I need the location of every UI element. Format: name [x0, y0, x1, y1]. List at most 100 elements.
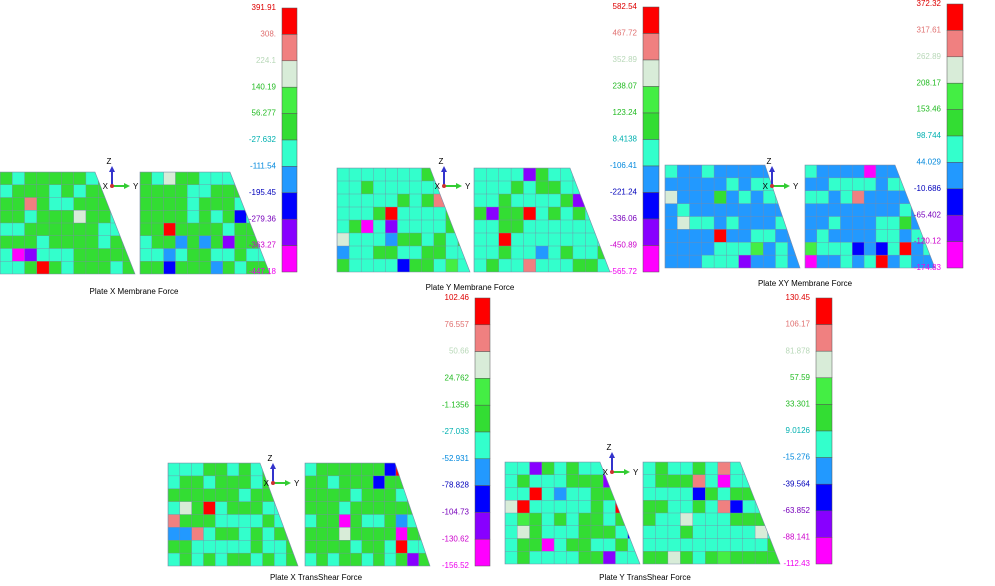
mesh-cell: [762, 216, 777, 231]
mesh-cell: [863, 229, 877, 243]
mesh-cell: [191, 514, 205, 529]
mesh-cell: [372, 540, 386, 554]
mesh-cell: [73, 184, 87, 199]
mesh-cell: [203, 475, 216, 490]
mesh-cell: [418, 475, 430, 490]
mesh-cell: [210, 197, 224, 211]
mesh-cell: [234, 184, 248, 199]
mesh-cell: [397, 219, 411, 234]
mesh-cell: [140, 235, 153, 250]
mesh-cell: [754, 525, 769, 540]
mesh-cell: [361, 488, 374, 503]
mesh-cell: [680, 474, 694, 489]
mesh-cell: [457, 168, 470, 182]
legend-label: 56.277: [252, 109, 277, 118]
mesh-cell: [234, 172, 248, 186]
mesh-cell: [327, 514, 340, 529]
mesh-cell: [517, 525, 531, 540]
mesh-cell: [210, 222, 224, 237]
mesh-cell: [486, 168, 500, 182]
mesh-cell: [705, 525, 719, 540]
mesh-cell: [863, 216, 877, 231]
mesh-cell: [517, 487, 531, 501]
fe-mesh: [665, 165, 800, 268]
mesh-cell: [348, 206, 362, 221]
mesh-cell: [578, 462, 592, 476]
mesh-cell: [474, 258, 488, 272]
mesh-cell: [409, 245, 423, 260]
legend-swatch: [474, 458, 491, 486]
legend-swatch: [281, 113, 298, 141]
mesh-cell: [750, 190, 764, 205]
mesh-cell: [535, 168, 549, 182]
mesh-cell: [852, 229, 865, 243]
mesh-cell: [179, 488, 193, 503]
mesh-cell: [327, 540, 340, 554]
mesh-cell: [187, 210, 200, 224]
mesh-cell: [713, 242, 728, 256]
triad-x: X: [103, 182, 109, 191]
mesh-cell: [560, 180, 574, 195]
mesh-cell: [474, 168, 488, 182]
mesh-cell: [48, 235, 63, 250]
mesh-cell: [418, 463, 430, 477]
mesh-cell: [677, 177, 691, 192]
mesh-cell: [316, 540, 329, 554]
mesh-cell: [418, 540, 430, 554]
legend-label: 24.762: [445, 374, 470, 383]
mesh-cell: [762, 190, 777, 205]
mesh-cell: [899, 229, 913, 243]
mesh-cell: [348, 219, 362, 234]
fe-mesh: [337, 168, 470, 272]
mesh-cell: [717, 462, 731, 476]
mesh-cell: [729, 538, 744, 552]
mesh-cell: [572, 193, 586, 208]
mesh-cell: [12, 172, 26, 186]
legend-label: -336.06: [610, 214, 638, 223]
legend-swatch: [281, 192, 298, 220]
mesh-cell: [517, 474, 531, 489]
mesh-cell: [421, 180, 435, 195]
axis-z-head: [109, 166, 115, 172]
mesh-cell: [395, 501, 408, 516]
mesh-cell: [572, 168, 586, 182]
mesh-cell: [395, 514, 408, 529]
mesh-cell: [262, 488, 276, 503]
mesh-cell: [677, 165, 691, 179]
mesh-cell: [327, 463, 340, 477]
mesh-cell: [615, 474, 629, 489]
legend-swatch: [946, 30, 964, 58]
triad-y: Y: [294, 479, 300, 488]
mesh-cell: [597, 258, 610, 272]
mesh-cell: [713, 254, 728, 268]
mesh-cell: [372, 514, 386, 529]
mesh-cell: [337, 245, 350, 260]
legend-label: -130.62: [442, 534, 470, 543]
mesh-cell: [627, 512, 640, 527]
mesh-cell: [887, 203, 901, 218]
mesh-cell: [372, 527, 386, 541]
mesh-cell: [523, 193, 537, 208]
mesh-cell: [840, 165, 853, 179]
legend-swatch: [474, 324, 491, 352]
mesh-cell: [12, 210, 26, 224]
mesh-cell: [305, 463, 318, 477]
result-panel: 130.45 106.17 81.878 57.59 33.301 9.0126 -15.2…: [504, 293, 833, 582]
mesh-cell: [667, 500, 682, 514]
mesh-cell: [717, 474, 731, 489]
mesh-cell: [198, 210, 212, 224]
legend-swatch: [946, 135, 964, 163]
mesh-cell: [486, 219, 500, 234]
axis-x: [610, 470, 614, 474]
legend-swatch: [946, 241, 964, 269]
mesh-cell: [384, 463, 397, 477]
legend-label: -39.564: [783, 479, 811, 488]
mesh-cell: [738, 242, 752, 256]
mesh-cell: [179, 475, 193, 490]
mesh-cell: [360, 232, 374, 247]
mesh-cell: [187, 222, 200, 237]
mesh-cell: [179, 501, 193, 516]
mesh-cell: [348, 168, 362, 182]
mesh-cell: [373, 232, 387, 247]
mesh-cell: [585, 258, 599, 272]
